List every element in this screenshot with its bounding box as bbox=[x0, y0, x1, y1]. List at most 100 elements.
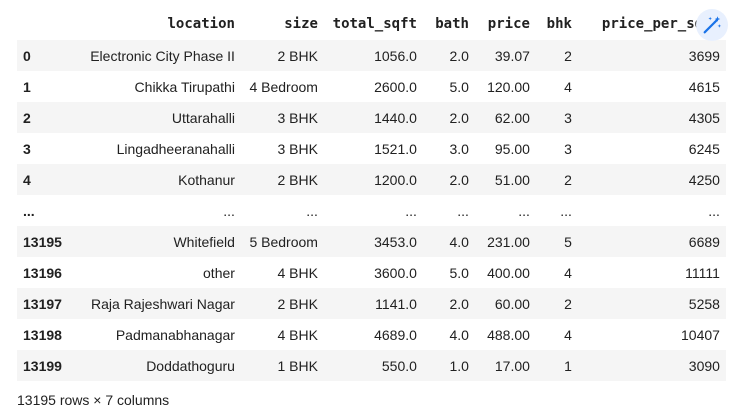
cell-location: Uttarahalli bbox=[171, 109, 235, 126]
row-index-cell: 13197 bbox=[23, 295, 62, 312]
column-header-bhk: bhk bbox=[546, 16, 572, 32]
row-index-cell: 13195 bbox=[23, 233, 62, 250]
cell-location: Electronic City Phase II bbox=[90, 47, 235, 64]
cell-location: Chikka Tirupathi bbox=[134, 78, 235, 95]
cell-bhk: 4 bbox=[564, 264, 572, 281]
cell-bhk: 2 bbox=[564, 171, 572, 188]
cell-price: 488.00 bbox=[487, 326, 530, 343]
cell-price-per-sqft: 4250 bbox=[688, 171, 720, 188]
cell-price: 62.00 bbox=[494, 109, 530, 126]
cell-price-per-sqft: ... bbox=[708, 202, 720, 219]
table-row: 2 Uttarahalli 3 BHK 1440.0 2.0 62.00 3 4305 bbox=[17, 102, 726, 133]
cell-bhk: 5 bbox=[564, 233, 572, 250]
cell-bhk: 4 bbox=[564, 78, 572, 95]
cell-size: 3 BHK bbox=[277, 109, 318, 126]
cell-location: Kothanur bbox=[178, 171, 235, 188]
cell-total-sqft: 1521.0 bbox=[374, 140, 417, 157]
cell-size: 4 BHK bbox=[277, 326, 318, 343]
table-row: 3 Lingadheeranahalli 3 BHK 1521.0 3.0 95.00 3 6… bbox=[17, 133, 726, 164]
cell-bath: 4.0 bbox=[449, 233, 469, 250]
cell-bhk: ... bbox=[560, 202, 572, 219]
cell-size: 2 BHK bbox=[277, 295, 318, 312]
cell-price-per-sqft: 10407 bbox=[681, 326, 720, 343]
cell-bath: 2.0 bbox=[449, 109, 469, 126]
cell-price: 95.00 bbox=[494, 140, 530, 157]
cell-total-sqft: 3600.0 bbox=[374, 264, 417, 281]
cell-total-sqft: 1141.0 bbox=[375, 295, 417, 312]
table-row: 1 Chikka Tirupathi 4 Bedroom 2600.0 5.0 120.0… bbox=[17, 71, 726, 102]
table-row: 0 Electronic City Phase II 2 BHK 1056.0 2.0 3… bbox=[17, 40, 726, 71]
table-row: 13196 other 4 BHK 3600.0 5.0 400.00 4 11111 bbox=[17, 257, 726, 288]
table-body: 0 Electronic City Phase II 2 BHK 1056.0 2.0 3… bbox=[17, 40, 726, 381]
cell-location: Doddathoguru bbox=[146, 357, 235, 374]
cell-price-per-sqft: 11111 bbox=[685, 264, 720, 281]
dataframe-table: location size total_sqft bath price bhk … bbox=[17, 8, 726, 381]
row-index-cell: 3 bbox=[23, 140, 31, 157]
cell-total-sqft: 4689.0 bbox=[374, 326, 417, 343]
cell-price-per-sqft: 6689 bbox=[688, 233, 720, 250]
cell-bhk: 3 bbox=[564, 109, 572, 126]
cell-size: 4 BHK bbox=[277, 264, 318, 281]
cell-bhk: 1 bbox=[564, 357, 572, 374]
column-header-location: location bbox=[167, 16, 235, 32]
column-header-price: price bbox=[487, 16, 530, 32]
cell-size: 1 BHK bbox=[277, 357, 318, 374]
row-index-cell: 13198 bbox=[23, 326, 62, 343]
cell-price-per-sqft: 6245 bbox=[688, 140, 720, 157]
row-index-cell: 0 bbox=[23, 47, 31, 64]
cell-total-sqft: 3453.0 bbox=[374, 233, 417, 250]
cell-total-sqft: ... bbox=[405, 202, 417, 219]
column-header-bath: bath bbox=[435, 16, 469, 32]
cell-size: 3 BHK bbox=[277, 140, 318, 157]
cell-total-sqft: 1056.0 bbox=[374, 47, 417, 64]
cell-bhk: 4 bbox=[564, 326, 572, 343]
cell-price: 17.00 bbox=[494, 357, 530, 374]
cell-price-per-sqft: 3699 bbox=[688, 47, 720, 64]
cell-price: 400.00 bbox=[487, 264, 530, 281]
cell-price: 120.00 bbox=[487, 78, 530, 95]
cell-location: other bbox=[203, 264, 235, 281]
cell-price: 51.00 bbox=[494, 171, 530, 188]
cell-bath: 3.0 bbox=[449, 140, 469, 157]
cell-price: 60.00 bbox=[494, 295, 530, 312]
magic-wand-icon bbox=[703, 16, 722, 34]
column-header-price-per-sqft: price_per_sqft bbox=[601, 16, 720, 32]
cell-size: 2 BHK bbox=[277, 171, 318, 188]
cell-bhk: 2 bbox=[564, 295, 572, 312]
cell-price-per-sqft: 4615 bbox=[688, 78, 720, 95]
cell-bath: 5.0 bbox=[449, 78, 469, 95]
cell-bath: 5.0 bbox=[449, 264, 469, 281]
table-row: 13195 Whitefield 5 Bedroom 3453.0 4.0 231.00 5… bbox=[17, 226, 726, 257]
row-index-cell: 2 bbox=[23, 109, 31, 126]
cell-size: 4 Bedroom bbox=[249, 78, 318, 95]
column-header-total-sqft: total_sqft bbox=[332, 16, 417, 32]
column-header-size: size bbox=[284, 16, 318, 32]
cell-bath: ... bbox=[457, 202, 469, 219]
cell-price: 231.00 bbox=[487, 233, 530, 250]
cell-location: ... bbox=[223, 202, 235, 219]
header-row: location size total_sqft bath price bhk … bbox=[17, 8, 726, 40]
cell-price-per-sqft: 5258 bbox=[688, 295, 720, 312]
cell-total-sqft: 2600.0 bbox=[374, 78, 417, 95]
cell-bath: 2.0 bbox=[449, 171, 469, 188]
magic-wand-button[interactable] bbox=[696, 9, 728, 41]
cell-bath: 2.0 bbox=[449, 295, 469, 312]
row-index-cell: 4 bbox=[23, 171, 31, 188]
cell-size: 5 Bedroom bbox=[249, 233, 318, 250]
cell-size: ... bbox=[306, 202, 318, 219]
cell-total-sqft: 1440.0 bbox=[374, 109, 417, 126]
cell-price-per-sqft: 4305 bbox=[688, 109, 720, 126]
cell-bhk: 3 bbox=[564, 140, 572, 157]
table-row: 4 Kothanur 2 BHK 1200.0 2.0 51.00 2 4250 bbox=[17, 164, 726, 195]
row-index-cell: 13196 bbox=[23, 264, 62, 281]
cell-size: 2 BHK bbox=[277, 47, 318, 64]
cell-bath: 1.0 bbox=[449, 357, 469, 374]
cell-price-per-sqft: 3090 bbox=[688, 357, 720, 374]
cell-total-sqft: 550.0 bbox=[381, 357, 417, 374]
row-index-cell: ... bbox=[23, 202, 35, 219]
cell-bath: 4.0 bbox=[449, 326, 469, 343]
table-row: ........................ bbox=[17, 195, 726, 226]
table-row: 13199 Doddathoguru 1 BHK 550.0 1.0 17.00 1 3090 bbox=[17, 350, 726, 381]
cell-location: Padmanabhanagar bbox=[115, 326, 235, 343]
